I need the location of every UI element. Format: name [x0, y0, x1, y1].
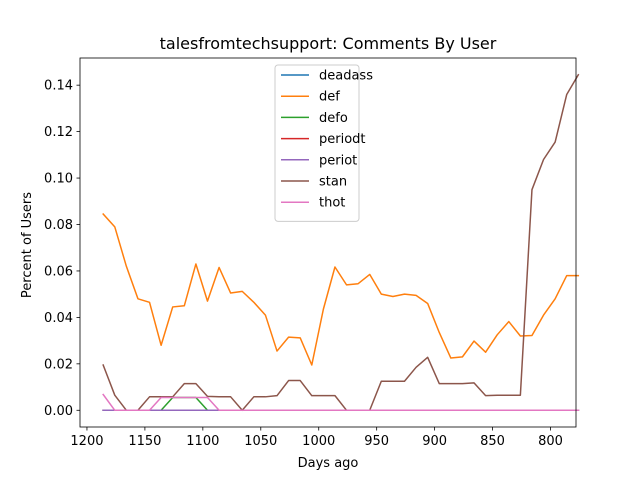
legend-label-def: def [319, 90, 340, 105]
legend-label-defo: defo [319, 111, 348, 126]
y-tick-label: 0.14 [44, 79, 73, 94]
y-tick-label: 0.12 [44, 125, 73, 140]
y-tick-label: 0.04 [44, 311, 73, 326]
y-tick-label: 0.00 [44, 404, 73, 419]
chart-title: talesfromtechsupport: Comments By User [160, 34, 497, 53]
legend: deadass def defo periodt periot stan thot [274, 64, 373, 222]
legend-label-stan: stan [319, 175, 347, 190]
y-tick-label: 0.02 [44, 357, 73, 372]
y-tick-label: 0.10 [44, 172, 73, 187]
x-tick-label: 1150 [128, 434, 161, 449]
x-tick-label: 800 [538, 434, 563, 449]
x-tick-label: 850 [480, 434, 505, 449]
plot-area [102, 73, 580, 412]
legend-label-deadass: deadass [319, 69, 373, 84]
legend-label-thot: thot [319, 196, 345, 211]
y-tick-label: 0.06 [44, 264, 73, 279]
x-tick-label: 1200 [70, 434, 103, 449]
y-tick-label: 0.08 [44, 218, 73, 233]
x-tick-label: 1050 [244, 434, 277, 449]
x-axis-label: Days ago [298, 456, 359, 471]
x-tick-label: 900 [422, 434, 447, 449]
series-line-def [102, 212, 580, 366]
series-line-stan [102, 73, 580, 412]
axes: 1200 1150 1100 1050 1000 950 900 850 800 0.00 0.02… [44, 57, 577, 449]
legend-label-periodt: periodt [319, 132, 366, 147]
legend-label-periot: periot [319, 153, 357, 168]
y-axis-label: Percent of Users [20, 192, 35, 298]
x-tick-label: 1100 [186, 434, 219, 449]
x-tick-label: 1000 [302, 434, 335, 449]
axes-frame [79, 57, 577, 428]
x-tick-label: 950 [364, 434, 389, 449]
series-line-thot [102, 393, 580, 412]
legend-box [274, 64, 360, 222]
